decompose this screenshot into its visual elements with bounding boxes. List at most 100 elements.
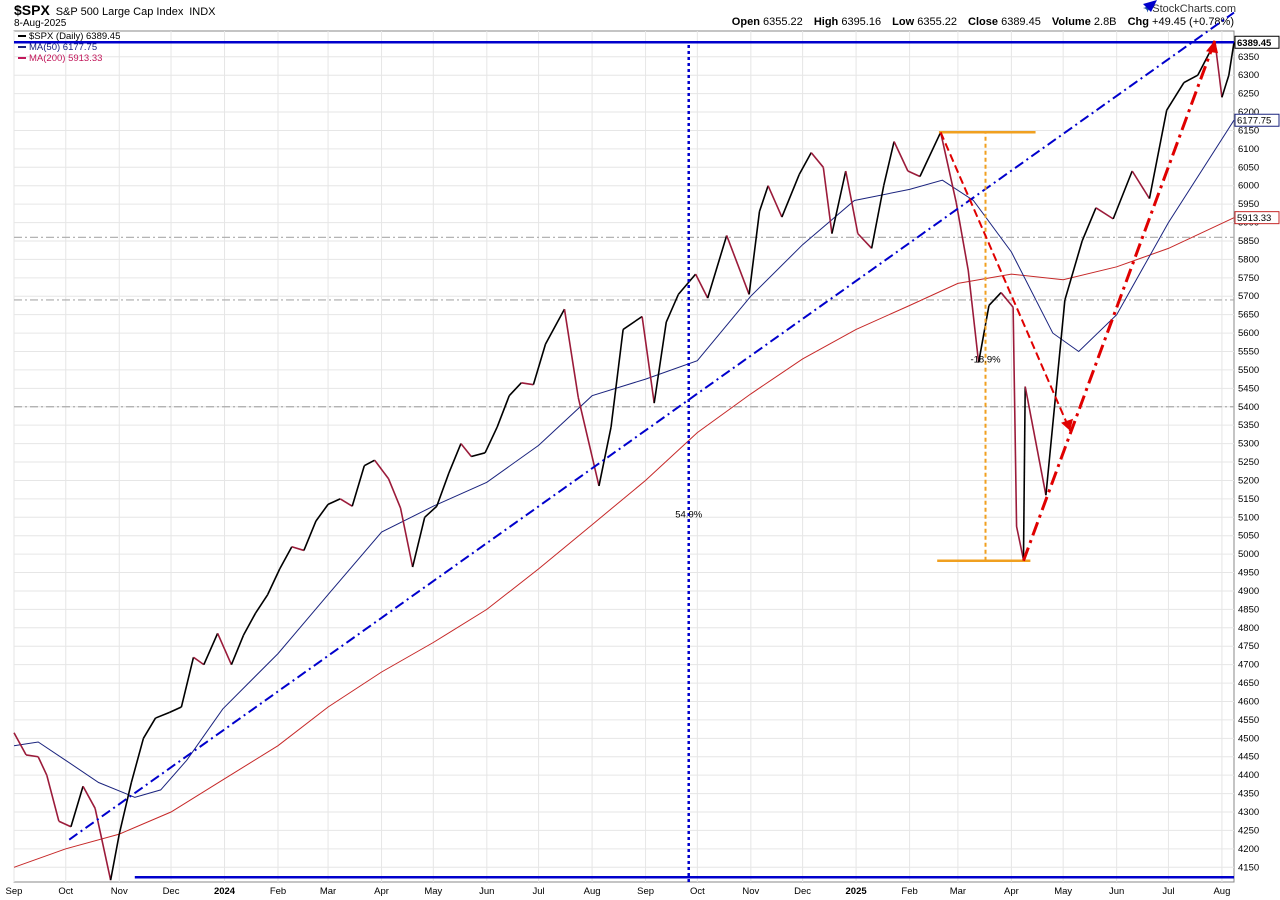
y-tick-label: 5850	[1238, 236, 1259, 247]
x-tick-label: May	[424, 886, 442, 897]
x-tick-label: Sep	[637, 886, 654, 897]
ma200-line	[13, 217, 1235, 868]
y-tick-label: 4500	[1238, 733, 1259, 744]
price-segment	[1012, 307, 1018, 527]
price-segment	[810, 152, 824, 168]
price-segment	[665, 294, 680, 323]
price-segment	[374, 459, 390, 480]
y-tick-label: 4950	[1238, 568, 1259, 579]
y-tick-label: 5650	[1238, 310, 1259, 321]
high-label: High	[813, 16, 839, 28]
price-segment	[1081, 207, 1097, 242]
price-segment	[844, 170, 859, 234]
y-tick-label: 4300	[1238, 807, 1259, 818]
price-segment	[857, 233, 873, 249]
chart-header: $SPX S&P 500 Large Cap Index INDX	[14, 2, 216, 18]
price-segment	[641, 316, 655, 404]
logo-mark-icon: ✦	[1143, 3, 1153, 15]
y-tick-label: 5500	[1238, 365, 1259, 376]
price-segment	[1064, 240, 1083, 301]
price-segment	[508, 382, 522, 397]
open-value: 6355.22	[762, 16, 803, 28]
price-segment	[677, 273, 697, 295]
x-tick-label: Feb	[270, 886, 286, 897]
price-segment	[279, 546, 293, 570]
price-segment	[1095, 207, 1114, 220]
x-tick-label: Apr	[1004, 886, 1019, 897]
price-segment	[70, 785, 84, 827]
price-segment	[436, 472, 450, 507]
price-segment	[781, 174, 800, 218]
price-segment	[653, 321, 668, 404]
price-segment	[1131, 170, 1151, 200]
y-tick-label: 5050	[1238, 531, 1259, 542]
x-tick-label: Oct	[690, 886, 705, 897]
y-tick-label: 4550	[1238, 715, 1259, 726]
y-tick-label: 5450	[1238, 383, 1259, 394]
price-segment	[1022, 386, 1027, 560]
x-tick-label: Nov	[111, 886, 128, 897]
price-segment	[939, 132, 957, 203]
price-segment	[399, 507, 414, 568]
price-segment	[25, 754, 39, 758]
price-segment	[577, 397, 600, 487]
price-segment	[725, 235, 750, 295]
price-segment	[180, 657, 195, 708]
y-tick-label: 4850	[1238, 604, 1259, 615]
price-segment	[1015, 526, 1025, 560]
price-segment	[919, 131, 942, 177]
blue-trendline	[68, 11, 1235, 841]
price-segment	[484, 426, 498, 454]
y-tick-label: 6000	[1238, 181, 1259, 192]
y-tick-label: 5800	[1238, 254, 1259, 265]
y-tick-label: 6350	[1238, 52, 1259, 63]
price-segment	[363, 459, 376, 467]
y-tick-label: 5950	[1238, 199, 1259, 210]
price-segment	[471, 452, 486, 458]
red-arrowhead-icon	[1061, 418, 1074, 431]
close-label: Close	[968, 16, 999, 28]
price-segment	[1000, 292, 1014, 308]
x-tick-label: Jun	[479, 886, 494, 897]
x-tick-label: Nov	[742, 886, 759, 897]
x-tick-label: Aug	[1213, 886, 1230, 897]
open-label: Open	[731, 16, 760, 28]
chg-label: Chg	[1127, 16, 1149, 28]
price-segment	[748, 211, 761, 295]
chart-date: 8-Aug-2025	[14, 18, 67, 29]
price-segment	[758, 185, 769, 212]
price-segment	[893, 141, 909, 172]
price-segment	[706, 235, 728, 299]
last-value-tag	[1234, 211, 1280, 225]
low-label: Low	[892, 16, 915, 28]
last-value-tag	[1234, 35, 1280, 49]
x-tick-label: May	[1054, 886, 1072, 897]
low-value: 6355.22	[917, 16, 957, 28]
price-segment	[767, 185, 783, 218]
y-tick-label: 4350	[1238, 789, 1259, 800]
ohlc-readout: Open 6355.22 High 6395.16 Low 6355.22 Cl…	[732, 16, 1234, 28]
price-segment	[1221, 74, 1230, 98]
price-segment	[82, 785, 96, 809]
price-segment	[192, 656, 205, 666]
red-arrowhead-icon	[1206, 40, 1219, 54]
price-segment	[967, 270, 980, 363]
price-segment	[798, 152, 812, 176]
y-tick-label: 4450	[1238, 752, 1259, 763]
price-segment	[339, 498, 353, 507]
x-tick-label: Jul	[533, 886, 545, 897]
x-tick-label: Dec	[163, 886, 180, 897]
x-tick-label: Apr	[374, 886, 389, 897]
price-segment	[882, 141, 895, 186]
price-segment	[977, 305, 990, 363]
y-tick-label: 6050	[1238, 162, 1259, 173]
index-name: S&P 500 Large Cap Index	[55, 6, 184, 18]
price-segment	[254, 594, 269, 614]
price-segment	[118, 782, 133, 835]
y-tick-label: 5100	[1238, 512, 1259, 523]
x-tick-label: Oct	[58, 886, 73, 897]
y-tick-label: 5000	[1238, 549, 1259, 560]
price-segment	[1166, 82, 1185, 111]
red-decline-line	[939, 131, 1071, 432]
price-segment	[242, 612, 257, 636]
